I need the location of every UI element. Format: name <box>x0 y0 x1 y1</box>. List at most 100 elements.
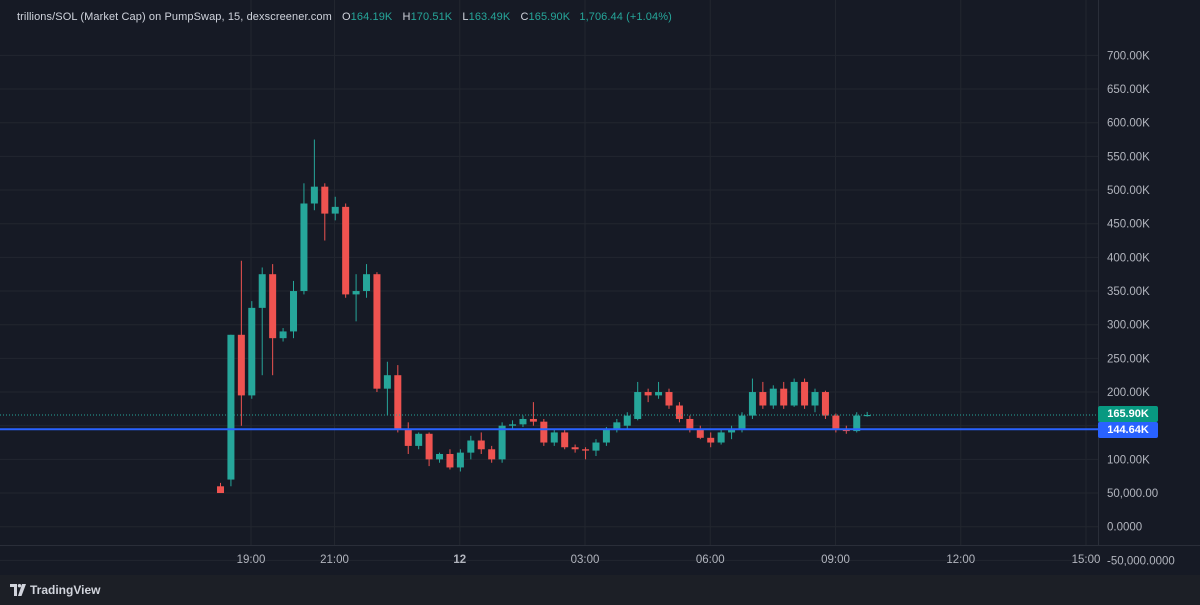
y-tick-label: 50,000.00 <box>1107 488 1158 500</box>
candle[interactable] <box>363 264 371 298</box>
candle-body <box>811 392 819 406</box>
candle-body <box>550 432 558 443</box>
candle-body <box>488 449 496 460</box>
candle[interactable] <box>446 449 454 470</box>
candle-body <box>561 432 569 448</box>
candle[interactable] <box>279 328 287 342</box>
candle[interactable] <box>863 411 871 417</box>
candle-body <box>696 429 704 438</box>
chart-area[interactable]: 700.00K 650.00K 600.00K 550.00K 500.00K 450.0… <box>0 0 1200 575</box>
close-label: C <box>520 11 529 23</box>
candle[interactable] <box>717 429 725 445</box>
candle[interactable] <box>592 439 600 457</box>
candle-body <box>582 449 590 451</box>
candle[interactable] <box>790 378 798 407</box>
candle[interactable] <box>509 420 517 430</box>
candle[interactable] <box>290 280 298 339</box>
candle[interactable] <box>352 274 360 322</box>
candle[interactable] <box>821 390 829 419</box>
candle-body <box>498 425 506 460</box>
candle[interactable] <box>425 432 433 467</box>
candle[interactable] <box>696 425 704 440</box>
candle-body <box>665 392 673 406</box>
tradingview-brand-text: TradingView <box>30 583 101 597</box>
candle[interactable] <box>342 203 350 298</box>
candle[interactable] <box>655 381 663 399</box>
y-tick-label: 0.0000 <box>1107 522 1142 534</box>
candle[interactable] <box>769 385 777 409</box>
candle[interactable] <box>237 260 245 426</box>
candle-body <box>592 442 600 451</box>
candle[interactable] <box>300 183 308 295</box>
candle-body <box>644 392 652 396</box>
candle-body <box>519 418 527 425</box>
candle-body <box>279 331 287 339</box>
candle-body <box>571 447 579 450</box>
candle[interactable] <box>811 388 819 413</box>
candle[interactable] <box>801 378 809 409</box>
candle-body <box>821 392 829 416</box>
candle[interactable] <box>759 381 767 409</box>
candle-body <box>769 388 777 406</box>
candle-body <box>717 432 725 443</box>
candle[interactable] <box>644 388 652 403</box>
candle[interactable] <box>248 301 256 399</box>
candle[interactable] <box>258 267 266 376</box>
candle[interactable] <box>550 429 558 446</box>
candle-body <box>394 375 402 430</box>
candle-body <box>290 291 298 332</box>
candle[interactable] <box>540 418 548 446</box>
candle[interactable] <box>227 334 235 487</box>
candle[interactable] <box>217 482 224 494</box>
candle[interactable] <box>269 264 277 376</box>
tradingview-logo[interactable]: TradingView <box>10 583 100 597</box>
candle-body <box>436 453 444 460</box>
candle[interactable] <box>582 447 590 460</box>
candle[interactable] <box>675 402 683 423</box>
candle[interactable] <box>373 272 381 393</box>
candle-body <box>832 415 840 430</box>
y-tick-label: 500.00K <box>1107 185 1150 197</box>
candle[interactable] <box>561 429 569 450</box>
candle[interactable] <box>707 432 715 448</box>
candle-body <box>707 437 715 443</box>
x-tick-label: 06:00 <box>696 554 725 566</box>
candle[interactable] <box>529 402 537 426</box>
candle[interactable] <box>467 435 475 460</box>
candle[interactable] <box>728 425 736 440</box>
candle[interactable] <box>456 449 464 472</box>
candle[interactable] <box>519 415 527 428</box>
candle[interactable] <box>780 381 788 409</box>
candle[interactable] <box>383 361 391 416</box>
candle-body <box>602 429 610 443</box>
candle[interactable] <box>436 452 444 463</box>
candle[interactable] <box>331 196 339 221</box>
symbol-header: trillions/SOL (Market Cap) on PumpSwap, … <box>17 11 672 23</box>
candle-body <box>738 415 746 430</box>
candle[interactable] <box>321 183 329 241</box>
candle-body <box>853 415 861 432</box>
candle[interactable] <box>488 445 496 463</box>
candle[interactable] <box>748 378 756 419</box>
candle-body <box>227 334 235 480</box>
x-tick-label: 21:00 <box>320 554 349 566</box>
candle-body <box>331 206 339 214</box>
candlestick-chart[interactable]: 700.00K 650.00K 600.00K 550.00K 500.00K 450.0… <box>0 0 1200 575</box>
candle-body <box>404 429 412 446</box>
y-tick-label: -50,000.0000 <box>1107 555 1175 567</box>
candle[interactable] <box>394 365 402 433</box>
horizontal-line-label: 144.64K <box>1107 424 1149 437</box>
y-tick-label: 100.00K <box>1107 454 1150 466</box>
candle[interactable] <box>404 422 412 454</box>
candle[interactable] <box>634 381 642 421</box>
candle[interactable] <box>665 388 673 409</box>
candle-body <box>540 421 548 443</box>
candle-body <box>477 440 485 450</box>
candle[interactable] <box>415 432 423 450</box>
candle-body <box>790 381 798 406</box>
candle[interactable] <box>571 444 579 453</box>
candle-body <box>623 415 631 426</box>
candle-body <box>248 307 256 396</box>
candle[interactable] <box>477 432 485 454</box>
candle[interactable] <box>310 139 318 211</box>
